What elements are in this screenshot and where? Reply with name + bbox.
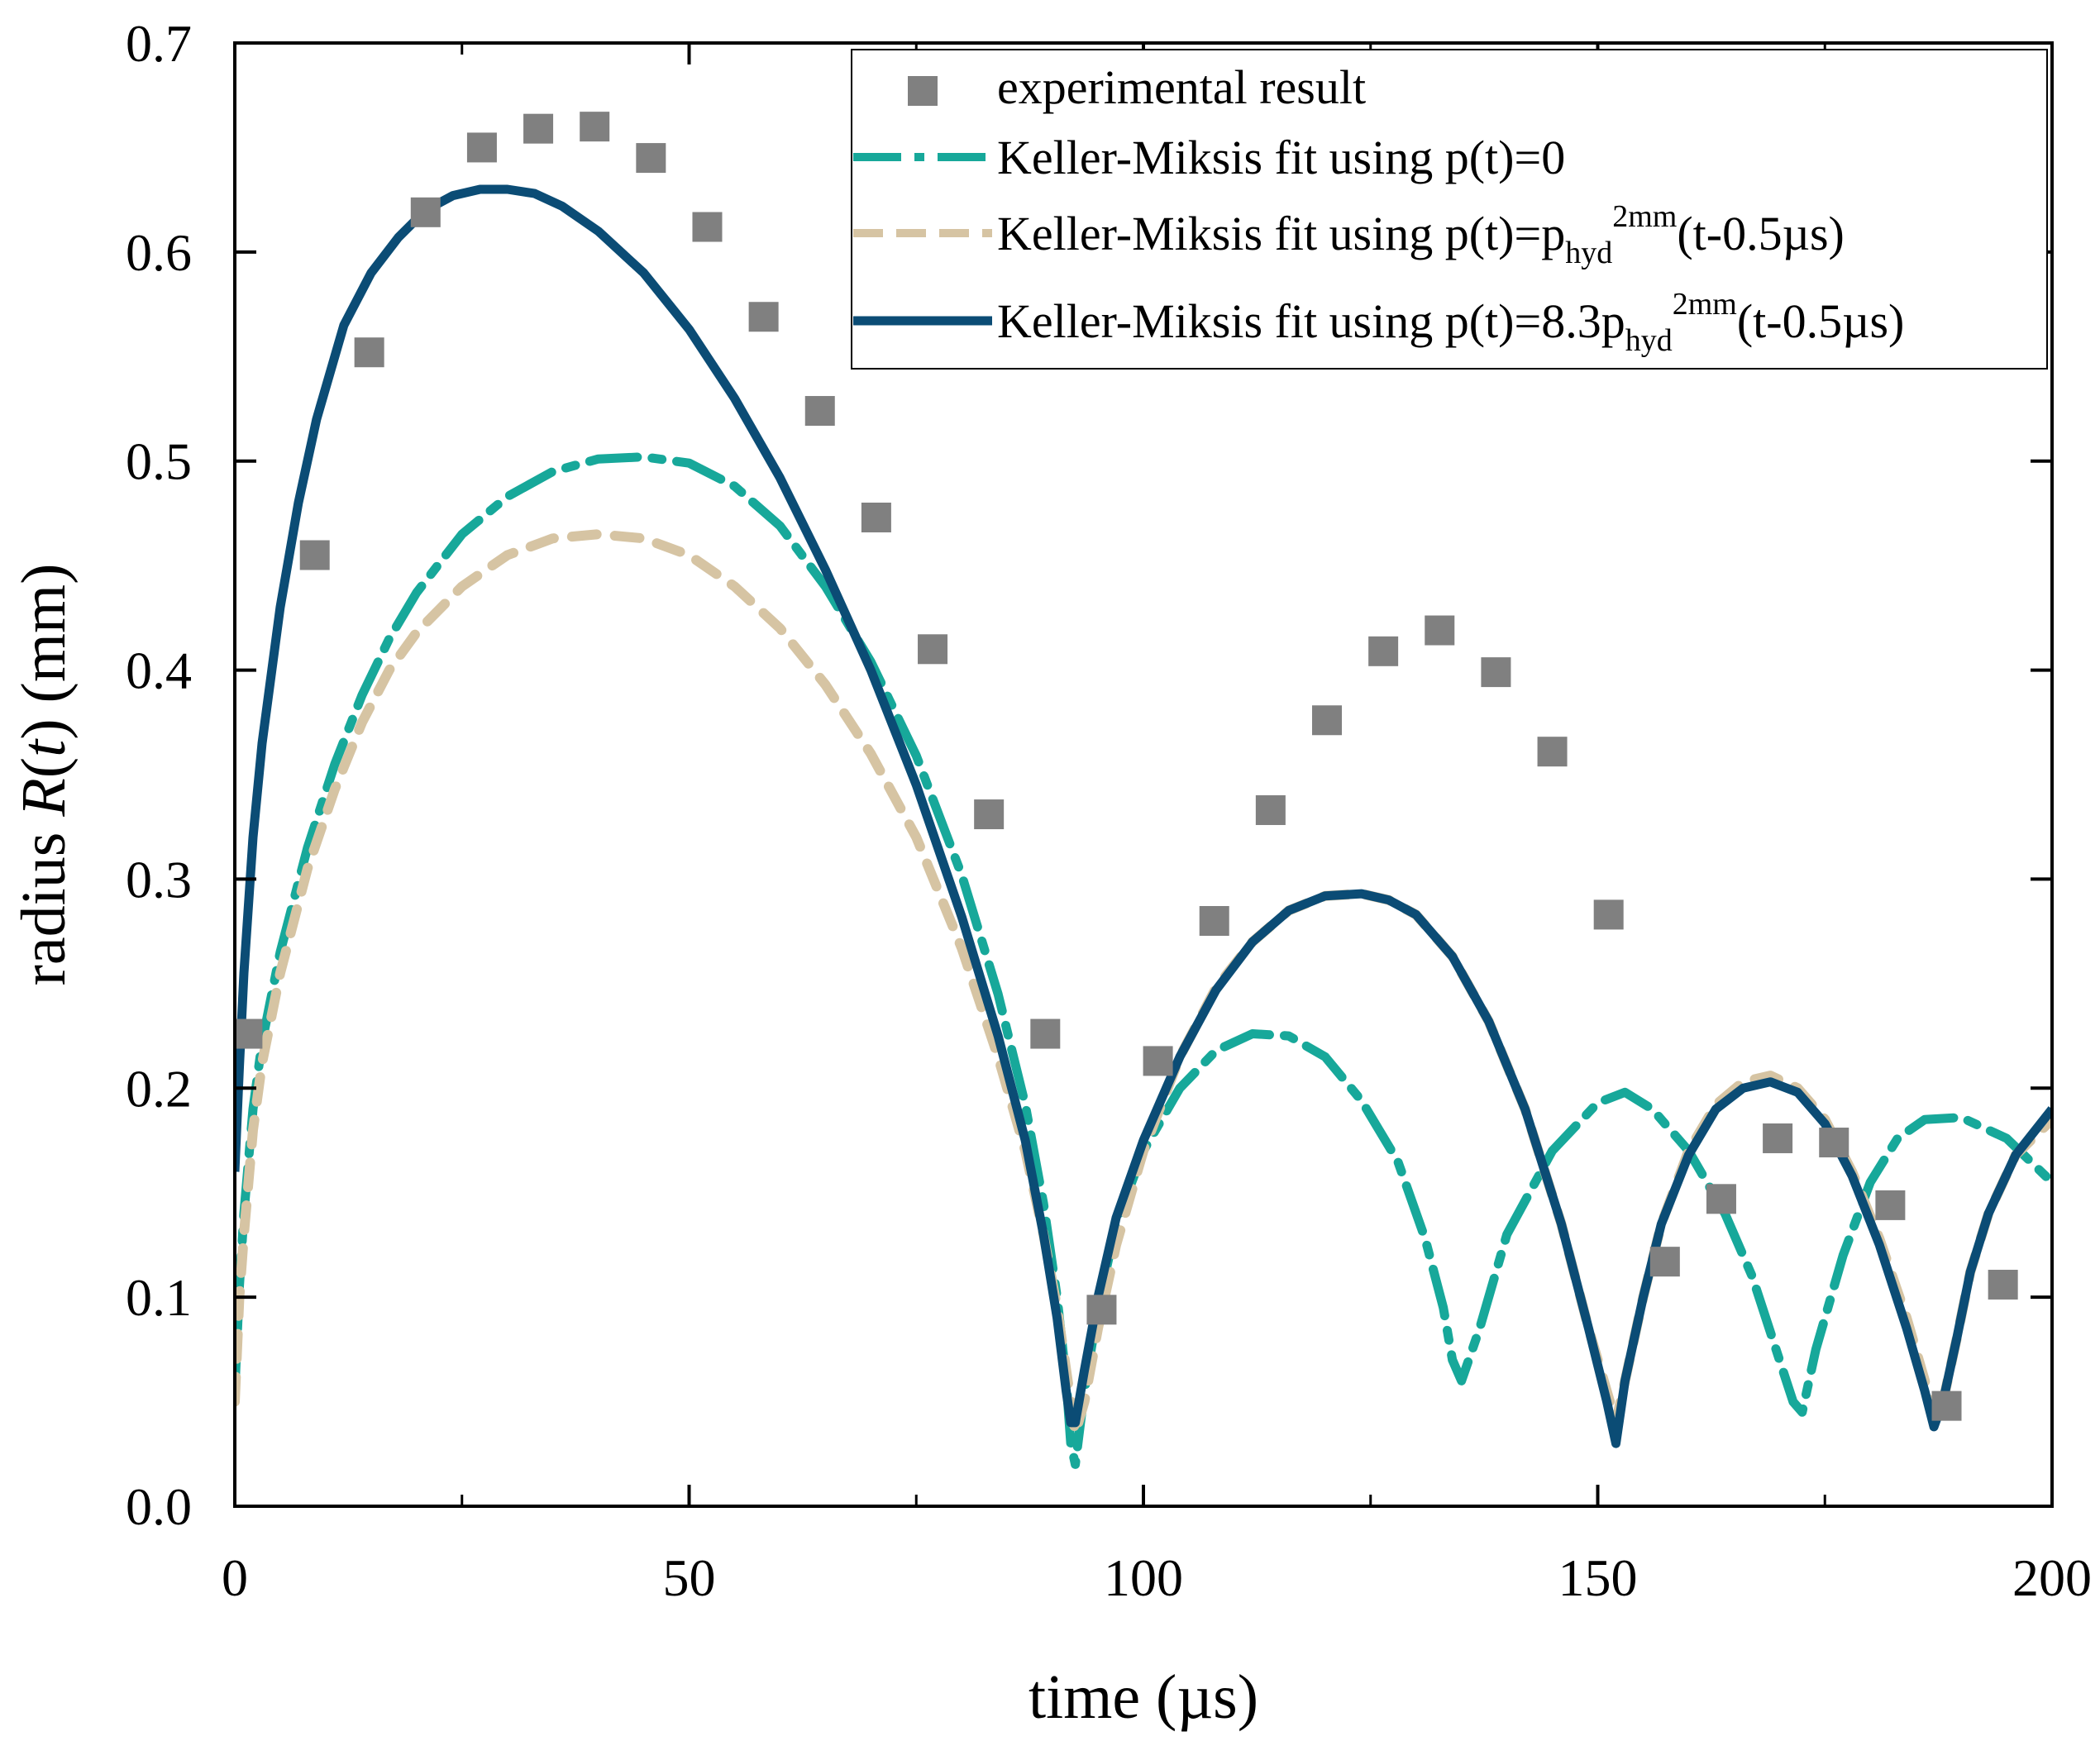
experimental-point [1706,1184,1736,1214]
x-tick-label: 200 [2012,1548,2092,1607]
experimental-point [235,1018,263,1049]
experimental-point [748,302,779,332]
experimental-point [1030,1018,1061,1049]
experimental-point [1649,1247,1680,1277]
y-tick-label: 0.4 [126,642,192,700]
y-tick-label: 0.2 [126,1059,192,1118]
y-tick-label: 0.3 [126,850,192,909]
experimental-point [1481,657,1511,688]
experimental-point [804,396,835,427]
legend-label-kmfit-phyd-prefix: Keller-Miksis fit using p(t)=p [997,207,1565,260]
legend-label-kmfit-phyd-sub: hyd [1565,236,1612,270]
y-tick-label: 0.1 [126,1268,192,1327]
legend-label-kmfit-phyd: Keller-Miksis fit using p(t)=phyd2mm(t-0… [997,199,1845,270]
series-layer [235,112,2052,1469]
experimental-point [580,112,610,142]
experimental-point [1931,1390,1962,1421]
experimental-point [1199,906,1229,936]
series-line-kmfit-8p3phyd [235,184,2052,1448]
legend-label-kmfit-phyd-sup: 2mm [1612,199,1677,234]
legend-label-kmfit-8p3phyd-sup: 2mm [1673,287,1737,322]
legend: experimental result Keller-Miksis fit us… [851,49,2048,370]
tick-layer: 0 50 100 150 200 0.0 0.1 0.2 0.3 0.4 0.5 0.6 0.7 [126,14,2092,1607]
experimental-point [1143,1046,1173,1076]
legend-label-kmfit-8p3phyd-suffix: (t-0.5µs) [1737,294,1905,348]
x-axis-label: time (µs) [1029,1662,1258,1732]
experimental-point [1086,1295,1117,1325]
experimental-point [523,113,554,144]
experimental-point [1537,737,1568,767]
experimental-point [1875,1190,1906,1220]
experimental-point [1255,794,1286,825]
legend-label-kmfit-8p3phyd-sub: hyd [1625,323,1673,358]
x-tick-label: 100 [1104,1548,1183,1607]
legend-label-kmfit-phyd-suffix: (t-0.5µs) [1677,207,1845,260]
experimental-point [692,212,723,242]
experimental-point [410,197,441,227]
x-tick-label: 50 [663,1548,716,1607]
legend-marker-experimental [908,76,938,106]
y-axis-label-prefix: radius [9,817,79,986]
y-tick-label: 0.5 [126,432,192,491]
legend-label-experimental: experimental result [997,60,1366,114]
legend-label-kmfit-8p3phyd-prefix: Keller-Miksis fit using p(t)=8.3p [997,294,1625,348]
experimental-point [466,132,497,163]
experimental-point [974,799,1005,830]
experimental-point [1425,615,1455,646]
experimental-point [636,143,666,174]
x-tick-label: 150 [1558,1548,1638,1607]
experimental-point [1819,1128,1849,1158]
y-axis-label-suffix: ) (mm) [9,564,79,740]
experimental-point [1988,1269,2018,1300]
legend-label-kmfit-8p3phyd: Keller-Miksis fit using p(t)=8.3phyd2mm(… [997,287,1904,358]
y-tick-label: 0.6 [126,223,192,282]
experimental-point [1311,705,1342,736]
y-axis-label-open: ( [9,757,79,778]
y-axis-label-R: R [9,778,79,817]
experimental-point [1368,636,1399,666]
y-axis-label: radius R(t) (mm) [9,564,79,986]
experimental-point [299,540,330,570]
experimental-point [861,502,891,532]
y-axis-label-t: t [9,738,79,757]
experimental-point [1763,1123,1793,1153]
series-line-kmfit-phyd [235,529,2052,1438]
y-tick-label: 0.7 [126,14,192,73]
experimental-point [1593,899,1624,930]
legend-box [851,49,2048,370]
experimental-point [918,634,948,665]
x-tick-label: 0 [222,1548,248,1607]
series-line-kmfit-p0 [235,452,2052,1469]
legend-label-kmfit-p0: Keller-Miksis fit using p(t)=0 [997,131,1565,184]
experimental-point [354,337,384,368]
y-tick-label: 0.0 [126,1477,192,1536]
